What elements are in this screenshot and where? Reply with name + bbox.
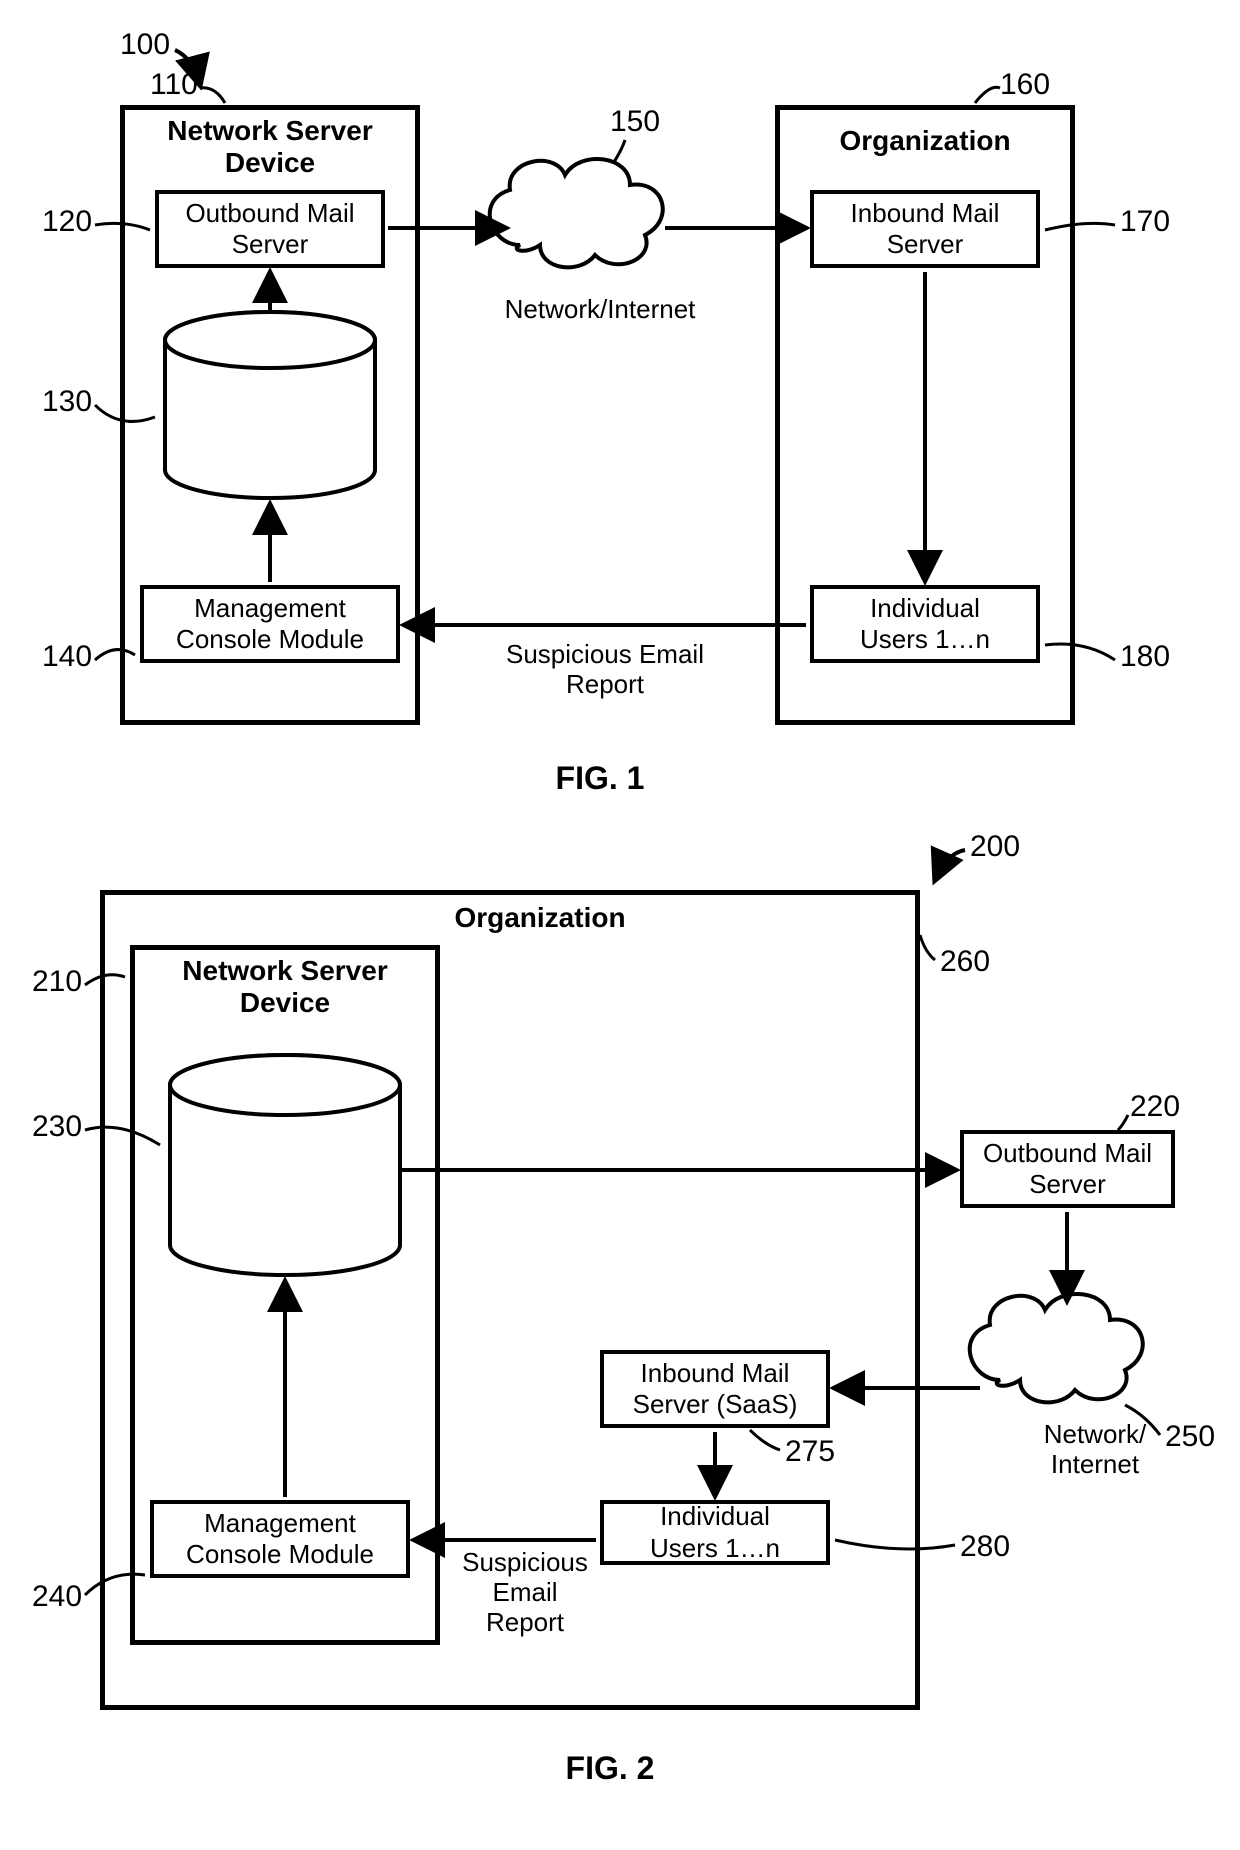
fig1-caption: FIG. 1 — [540, 760, 660, 797]
fig1-net-label: Network/Internet — [475, 295, 725, 325]
ref-220: 220 — [1130, 1090, 1180, 1124]
ref-130: 130 — [42, 385, 92, 419]
fig2-suspicious-label: Suspicious Email Report — [445, 1548, 605, 1638]
ref-200: 200 — [970, 830, 1020, 864]
fig2-users-box: Individual Users 1…n — [600, 1500, 830, 1565]
fig1-suspicious-label: Suspicious Email Report — [475, 640, 735, 700]
fig1-nsd-title: Network Server Device — [130, 115, 410, 179]
fig2-inbound-saas-box: Inbound Mail Server (SaaS) — [600, 1350, 830, 1428]
ref-275: 275 — [785, 1435, 835, 1469]
fig2-outbound-box: Outbound Mail Server — [960, 1130, 1175, 1208]
ref-150: 150 — [610, 105, 660, 139]
ref-100: 100 — [120, 28, 170, 62]
ref-280: 280 — [960, 1530, 1010, 1564]
ref-120: 120 — [42, 205, 92, 239]
fig1-inbound-box: Inbound Mail Server — [810, 190, 1040, 268]
fig1-mgmt-box: Management Console Module — [140, 585, 400, 663]
ref-260: 260 — [940, 945, 990, 979]
fig1-users-box: Individual Users 1…n — [810, 585, 1040, 663]
fig2-mgmt-box: Management Console Module — [150, 1500, 410, 1578]
ref-170: 170 — [1120, 205, 1170, 239]
ref-210: 210 — [32, 965, 82, 999]
ref-110: 110 — [150, 68, 198, 102]
ref-140: 140 — [42, 640, 92, 674]
ref-180: 180 — [1120, 640, 1170, 674]
fig2-phishing-label: Phishing Simulation Module — [175, 1130, 395, 1220]
ref-160: 160 — [1000, 68, 1050, 102]
fig2-org-title: Organization — [440, 902, 640, 934]
fig1-phishing-label: Phishing Simulation Module — [160, 370, 380, 460]
ref-240: 240 — [32, 1580, 82, 1614]
fig1-org-title: Organization — [785, 125, 1065, 157]
fig1-outbound-box: Outbound Mail Server — [155, 190, 385, 268]
fig2-net-label: Network/ Internet — [1015, 1420, 1175, 1480]
ref-250: 250 — [1165, 1420, 1215, 1454]
ref-230: 230 — [32, 1110, 82, 1144]
fig2-nsd-title: Network Server Device — [140, 955, 430, 1019]
fig2-caption: FIG. 2 — [550, 1750, 670, 1787]
